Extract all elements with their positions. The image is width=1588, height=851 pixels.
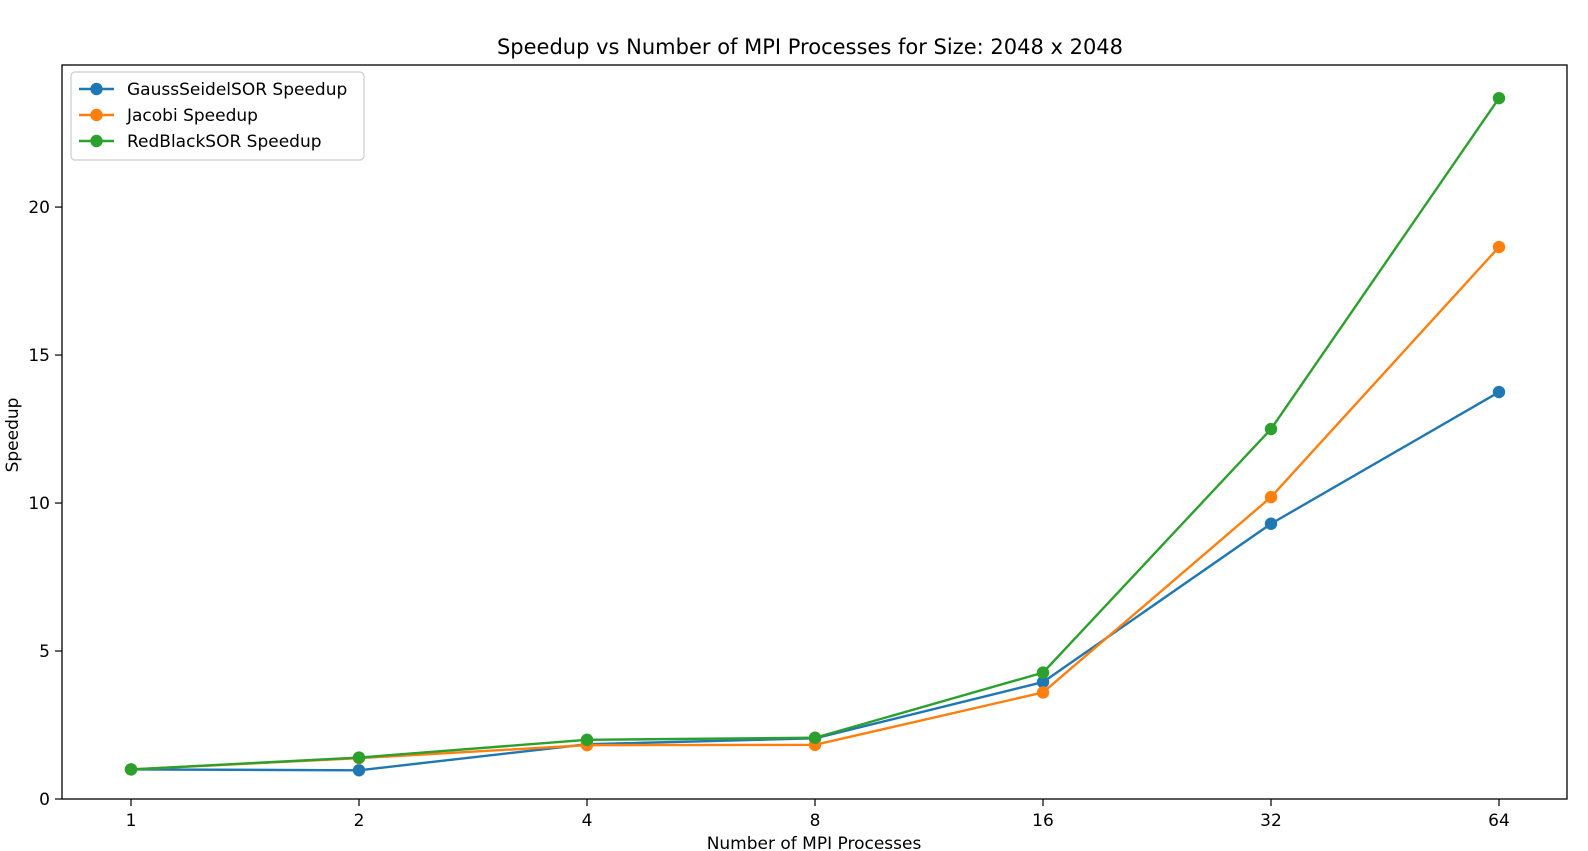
legend: GaussSeidelSOR Speedup Jacobi Speedup RedB… [70,71,365,161]
data-point [580,733,594,747]
x-tick-label: 8 [810,811,821,831]
y-tick-label: 0 [39,790,50,810]
data-point [1492,91,1506,105]
y-axis-label: Speedup [3,398,23,473]
legend-entry: Jacobi Speedup [79,106,258,126]
x-tick-label: 64 [1488,811,1510,831]
x-tick-label: 4 [582,811,593,831]
data-point [1036,666,1050,679]
legend-marker [90,82,103,96]
legend-label: GaussSeidelSOR Speedup [127,80,347,100]
legend-box [70,71,365,161]
y-tick-label: 15 [28,346,50,366]
x-tick-label: 2 [354,811,365,831]
legend-label: RedBlackSOR Speedup [127,132,322,152]
legend-entry: RedBlackSOR Speedup [79,132,322,152]
chart-title: Speedup vs Number of MPI Processes for S… [497,35,1123,59]
legend-marker [90,134,103,148]
data-point [1264,422,1278,436]
data-point [1036,675,1050,689]
data-point [808,731,822,744]
data-point [1036,686,1050,699]
x-tick-label: 1 [126,811,137,831]
x-axis-ticks: 1 2 4 8 16 32 64 [126,799,1510,831]
x-tick-label: 32 [1260,811,1282,831]
legend-entry: GaussSeidelSOR Speedup [79,80,347,100]
y-tick-label: 20 [28,198,50,218]
y-tick-label: 5 [39,642,50,662]
data-point [1492,385,1506,399]
y-tick-label: 10 [28,494,50,514]
data-point [124,763,138,776]
legend-marker [90,108,103,122]
data-point [352,764,366,777]
data-point [1264,517,1278,530]
data-point [1492,240,1506,254]
data-point [1264,490,1278,504]
plot-area [124,91,1506,777]
x-axis-label: Number of MPI Processes [707,834,922,851]
data-point [352,751,366,764]
y-axis-ticks: 0 5 10 15 20 [28,198,62,810]
series-2 [124,91,1506,776]
legend-label: Jacobi Speedup [126,106,258,126]
x-tick-label: 16 [1032,811,1054,831]
